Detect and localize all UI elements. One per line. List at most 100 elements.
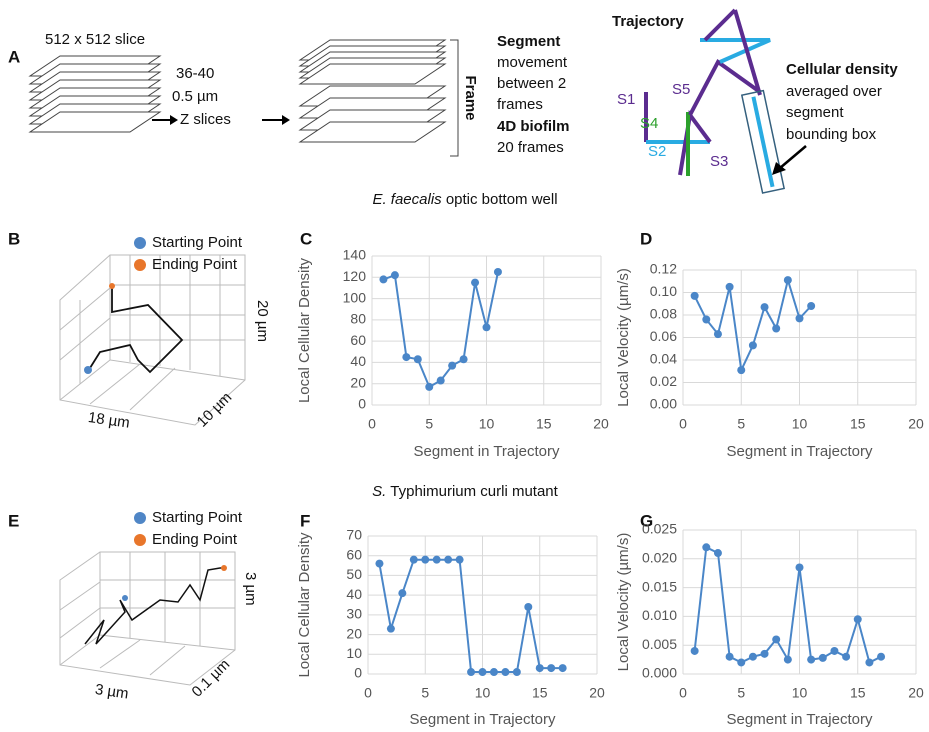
y-axis-label: Local Cellular Density — [296, 532, 313, 678]
y-tick-label: 0.010 — [642, 607, 677, 623]
data-point — [436, 376, 445, 385]
data-point — [379, 275, 388, 284]
y-axis-label: Local Velocity (µm/s) — [615, 533, 632, 672]
data-point — [702, 543, 711, 552]
axis-label-3d: 10 µm — [194, 389, 236, 431]
arrow-head — [170, 115, 178, 125]
start-point — [122, 595, 128, 601]
data-point — [535, 664, 544, 673]
density-text: segment — [786, 104, 844, 121]
x-tick-label: 10 — [479, 416, 495, 432]
data-point — [877, 652, 886, 661]
y-tick-label: 0.10 — [650, 283, 677, 299]
legend-marker — [134, 237, 146, 249]
y-tick-label: 60 — [350, 332, 366, 348]
data-point — [807, 655, 816, 664]
data-point — [501, 668, 510, 677]
data-point — [713, 330, 722, 339]
data-point — [478, 668, 487, 677]
arrow-head — [282, 115, 290, 125]
segment-text: 20 frames — [497, 139, 564, 156]
density-text: bounding box — [786, 126, 877, 143]
y-tick-label: 0.00 — [650, 396, 677, 412]
box-3d — [59, 551, 236, 686]
data-point — [772, 635, 781, 644]
y-tick-label: 0.020 — [642, 550, 677, 566]
axis-label-3d: 0.1 µm — [189, 656, 234, 701]
data-point — [467, 668, 476, 677]
x-tick-label: 10 — [792, 685, 808, 701]
x-axis-label: Segment in Trajectory — [727, 443, 873, 460]
y-tick-label: 0.12 — [650, 261, 677, 277]
x-tick-label: 20 — [908, 685, 924, 701]
segment-text: Segment — [497, 33, 560, 50]
trajectory-title: Trajectory — [612, 13, 684, 30]
data-point — [702, 315, 711, 324]
data-point — [409, 555, 418, 564]
z-count: 36-40 — [176, 65, 214, 82]
x-tick-label: 5 — [421, 685, 429, 701]
panel-label: D — [640, 229, 652, 248]
segment-text: between 2 — [497, 75, 566, 92]
density-text: averaged over — [786, 83, 882, 100]
axis-label-3d: 20 µm — [254, 300, 271, 342]
data-point — [489, 668, 498, 677]
y-tick-label: 80 — [350, 311, 366, 327]
segment-name: S2 — [648, 143, 666, 160]
x-tick-label: 15 — [850, 416, 866, 432]
data-line — [383, 271, 499, 389]
segment-text: movement — [497, 54, 568, 71]
segment-name: S4 — [640, 115, 658, 132]
species: S. — [372, 483, 386, 500]
panel-label: A — [8, 47, 20, 66]
y-tick-label: 60 — [346, 546, 362, 562]
data-point — [725, 282, 734, 291]
data-point — [459, 355, 468, 364]
legend-marker — [134, 259, 146, 271]
start-point — [84, 366, 92, 374]
data-point — [455, 555, 464, 564]
density-text: Cellular density — [786, 61, 898, 78]
x-tick-label: 10 — [475, 685, 491, 701]
z-label: Z slices — [180, 111, 231, 128]
data-point — [690, 291, 699, 300]
data-point — [748, 652, 757, 661]
y-tick-label: 120 — [343, 268, 367, 284]
y-axis-label: Local Velocity (µm/s) — [615, 268, 632, 407]
y-tick-label: 20 — [350, 374, 366, 390]
y-tick-label: 0.005 — [642, 636, 677, 652]
x-tick-label: 5 — [737, 685, 745, 701]
data-point — [690, 646, 699, 655]
x-axis-label: Segment in Trajectory — [727, 711, 873, 728]
legend-label: Starting Point — [152, 234, 243, 251]
section-heading: E. faecalis optic bottom well — [372, 191, 557, 208]
x-tick-label: 15 — [532, 685, 548, 701]
axis-label-3d: 3 µm — [242, 572, 259, 606]
section-heading: S. Typhimurium curli mutant — [372, 483, 558, 500]
slice-label: 512 x 512 slice — [45, 31, 145, 48]
panel-label: F — [300, 511, 310, 530]
data-point — [413, 355, 422, 364]
data-point — [830, 646, 839, 655]
x-tick-label: 0 — [364, 685, 372, 701]
legend-label: Starting Point — [152, 509, 243, 526]
data-point — [398, 589, 407, 598]
data-point — [493, 267, 502, 276]
y-tick-label: 50 — [346, 566, 362, 582]
x-axis-label: Segment in Trajectory — [410, 711, 556, 728]
slice-stack — [28, 55, 162, 133]
data-point — [713, 549, 722, 558]
x-tick-label: 5 — [425, 416, 433, 432]
y-tick-label: 40 — [350, 353, 366, 369]
y-tick-label: 100 — [343, 289, 367, 305]
data-point — [725, 652, 734, 661]
x-tick-label: 15 — [850, 685, 866, 701]
data-point — [375, 559, 384, 568]
segment-name: S1 — [617, 91, 635, 108]
panel-label: E — [8, 511, 19, 530]
data-point — [482, 323, 491, 332]
x-tick-label: 20 — [908, 416, 924, 432]
data-point — [807, 302, 816, 310]
y-tick-label: 40 — [346, 586, 362, 602]
